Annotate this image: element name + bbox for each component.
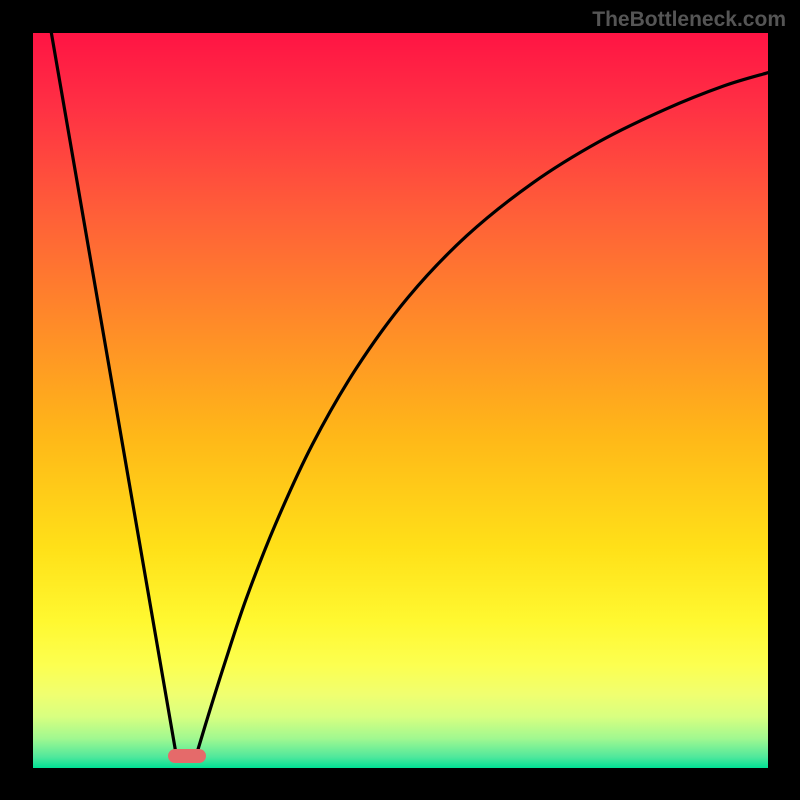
curve-right-segment: [196, 73, 768, 756]
chart-plot-area: [33, 33, 768, 768]
optimum-marker: [168, 749, 206, 763]
watermark-text: TheBottleneck.com: [592, 8, 786, 32]
curve-left-segment: [51, 33, 176, 756]
bottleneck-curve: [33, 33, 768, 768]
